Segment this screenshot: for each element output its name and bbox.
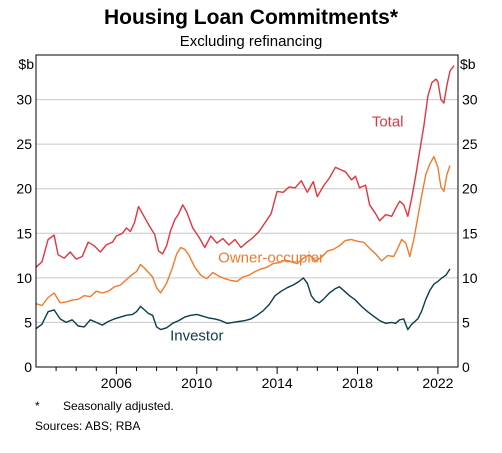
x-axis-ticks: 2006 2010 2014 2018 2022 — [55, 367, 454, 391]
y-tick-left-20: 20 — [16, 181, 32, 197]
series-label-owner-occupier: Owner-occupier — [218, 250, 324, 267]
series-label-investor: Investor — [170, 327, 223, 344]
y-tick-right-15: 15 — [462, 225, 478, 241]
y-tick-left-0: 0 — [24, 359, 32, 375]
y-tick-right-30: 30 — [462, 92, 478, 108]
footnote-mark: * — [35, 399, 40, 413]
y-tick-left-15: 15 — [16, 225, 32, 241]
footnote-text: Seasonally adjusted. — [63, 399, 174, 413]
y-tick-left-5: 5 — [24, 314, 32, 330]
chart-subtitle: Excluding refinancing — [179, 33, 323, 50]
sources-note: Sources: ABS; RBA — [35, 419, 141, 433]
y-tick-left-10: 10 — [16, 270, 32, 286]
y-unit-right: $b — [460, 56, 476, 72]
x-tick-label-2022: 2022 — [422, 375, 453, 391]
series-line-investor — [35, 268, 451, 331]
y-tick-right-20: 20 — [462, 181, 478, 197]
plot-frame — [35, 54, 459, 368]
series-line-owner-occupier — [35, 155, 451, 307]
x-tick-label-2014: 2014 — [262, 375, 293, 391]
x-tick-label-2018: 2018 — [342, 375, 373, 391]
y-tick-left-30: 30 — [16, 92, 32, 108]
housing-loan-chart: 2006 2010 2014 2018 2022 0 0 5 5 10 10 15 15 20 20 25 2… — [16, 54, 478, 391]
chart-title: Housing Loan Commitments* — [103, 6, 398, 29]
y-axis-labels: 0 0 5 5 10 10 15 15 20 20 25 25 30 30 $b $b — [16, 56, 477, 375]
y-unit-left: $b — [18, 56, 34, 72]
y-tick-right-5: 5 — [462, 314, 470, 330]
series-labels: Total Owner-occupier Investor — [170, 113, 403, 344]
series-line-total — [35, 65, 455, 268]
y-tick-right-0: 0 — [462, 359, 470, 375]
x-tick-label-2006: 2006 — [101, 375, 132, 391]
series-lines — [35, 65, 455, 331]
y-tick-right-25: 25 — [462, 136, 478, 152]
series-label-total: Total — [372, 113, 404, 130]
y-tick-right-10: 10 — [462, 270, 478, 286]
y-tick-left-25: 25 — [16, 136, 32, 152]
x-tick-label-2010: 2010 — [181, 375, 212, 391]
footnote: * Seasonally adjusted. — [35, 399, 174, 413]
